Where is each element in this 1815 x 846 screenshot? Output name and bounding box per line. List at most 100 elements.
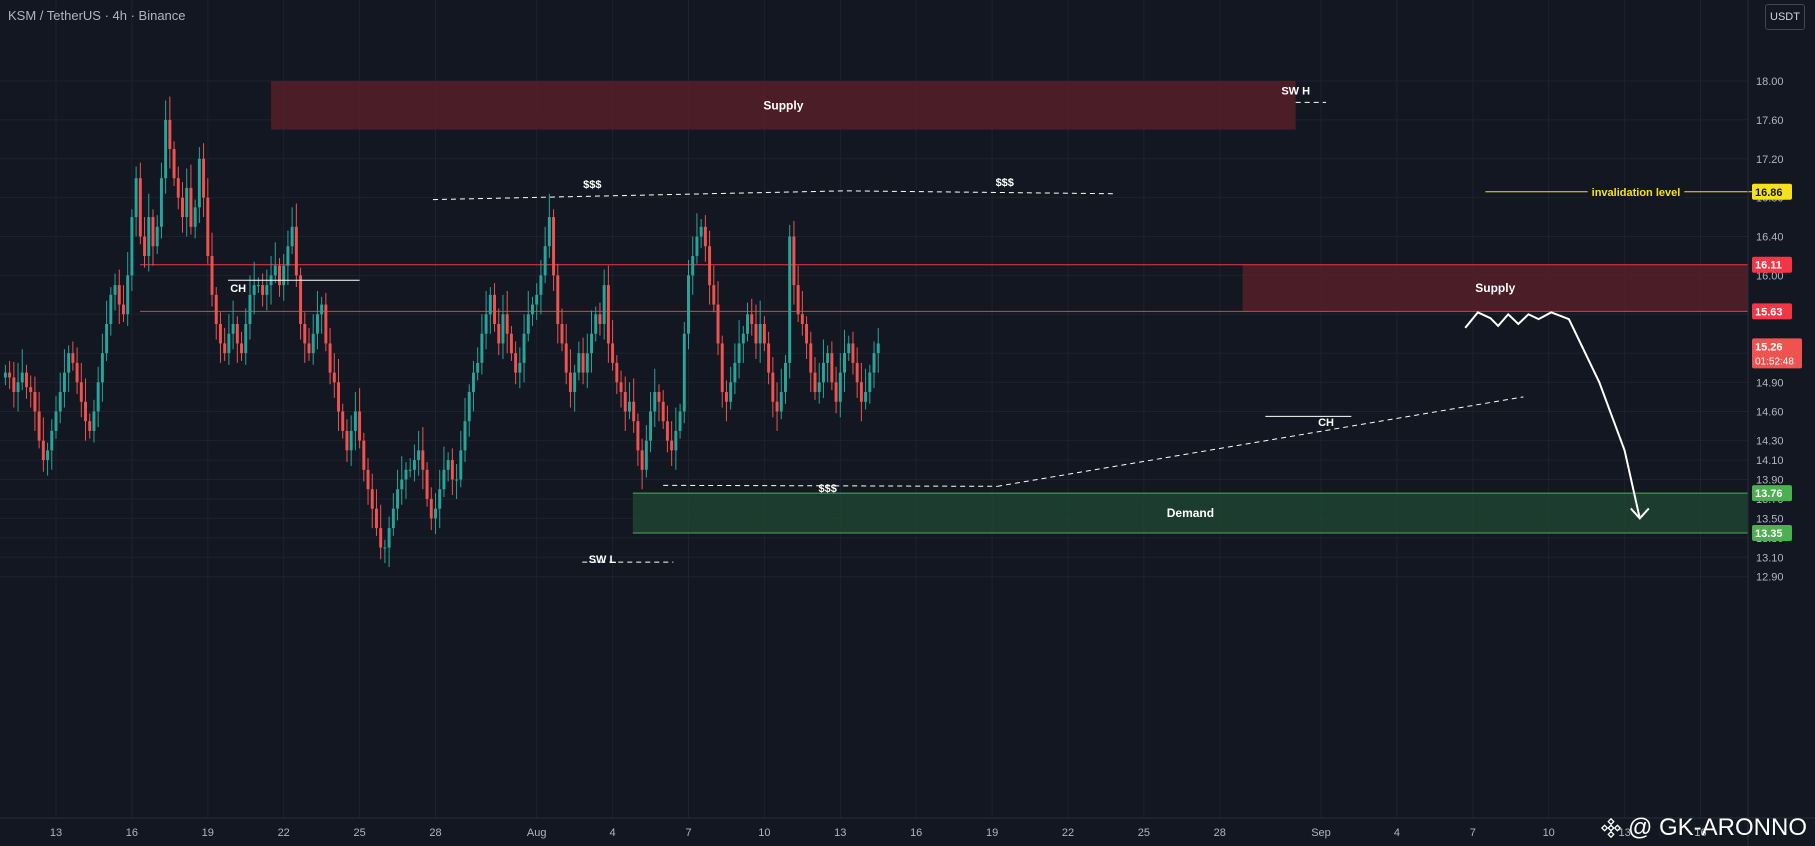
candle-body [96, 382, 100, 412]
candle-body [223, 343, 227, 354]
candle-body [644, 440, 648, 470]
price-tick-label: 14.90 [1756, 377, 1784, 389]
candle-body [455, 479, 459, 481]
candle-body [775, 401, 779, 412]
candle-body [143, 236, 147, 256]
candle-body [573, 372, 577, 393]
candle-body [311, 333, 315, 354]
candle-body [105, 324, 109, 354]
candle-body [328, 343, 332, 373]
candle-body [172, 149, 176, 179]
candle-body [121, 304, 125, 315]
candle-body [809, 343, 813, 373]
candle-body [54, 411, 58, 431]
candle-body [813, 372, 817, 393]
candle-body [779, 392, 783, 412]
candle-body [383, 547, 387, 549]
candle-body [737, 343, 741, 363]
candle-body [374, 508, 378, 529]
candle-body [252, 285, 256, 295]
candle-body [855, 362, 859, 383]
current-price-badge [1752, 338, 1802, 369]
time-tick-label: Aug [527, 827, 547, 839]
candle-body [716, 304, 720, 344]
candle-body [84, 401, 87, 422]
candle-body [522, 333, 526, 363]
candle-body [560, 324, 564, 344]
candle-body [278, 265, 281, 286]
time-tick-label: 16 [1694, 827, 1706, 839]
candle-body [480, 333, 484, 363]
symbol-info: KSM / TetherUS · 4h · Binance [8, 8, 186, 23]
candle-body [847, 343, 851, 354]
candle-body [286, 246, 290, 266]
candle-body [843, 353, 846, 373]
candle-body [623, 392, 627, 412]
liquidity-line-bottom [663, 484, 998, 487]
supply-zone-top [271, 81, 1296, 130]
candle-body [134, 178, 138, 218]
candle-body [509, 333, 513, 354]
price-tick-label: 16.40 [1756, 232, 1784, 244]
supply-zone-mid-label: Supply [1475, 281, 1515, 295]
candle-body [193, 207, 197, 227]
candle-body [33, 392, 37, 412]
level-13-76-badge-text: 13.76 [1755, 488, 1783, 500]
level-16-11-badge [1752, 256, 1792, 273]
candle-body [130, 217, 134, 276]
candle-body [796, 285, 800, 315]
time-tick-label: Sep [1311, 827, 1331, 839]
candle-body [345, 430, 349, 451]
candle-body [324, 304, 328, 344]
candle-body [387, 528, 391, 548]
candle-body [155, 226, 159, 247]
swing-low: SW L [589, 554, 617, 566]
candle-body [109, 294, 113, 324]
liquidity-line-top [432, 190, 1117, 201]
candle-body [695, 236, 699, 256]
currency-button[interactable]: USDT [1765, 4, 1805, 30]
candle-body [273, 265, 277, 276]
change-of-character-right: CH [1318, 417, 1334, 429]
candle-body [88, 421, 92, 431]
price-tick-label: 13.50 [1756, 513, 1784, 525]
candle-body [58, 392, 62, 412]
time-tick-label: 4 [1394, 827, 1400, 839]
time-tick-label: 13 [50, 827, 62, 839]
candle-body [79, 382, 83, 402]
candle-body [741, 333, 745, 344]
current-price-text: 15.26 [1755, 341, 1783, 353]
candle-body [442, 469, 446, 490]
candle-body [214, 294, 218, 324]
candle-body [425, 469, 429, 499]
time-tick-label: 13 [834, 827, 846, 839]
time-tick-label: 10 [758, 827, 770, 839]
candle-body [46, 450, 50, 461]
candle-body [800, 314, 804, 324]
candle-body [197, 158, 201, 208]
candle-body [556, 275, 560, 324]
candle-body [434, 508, 437, 519]
candle-body [189, 187, 193, 227]
candle-body [826, 353, 830, 363]
candle-body [396, 489, 400, 509]
candle-body [71, 353, 75, 363]
supply-zone-mid [1242, 264, 1748, 312]
time-tick-label: 7 [1470, 827, 1476, 839]
candle-body [210, 255, 214, 295]
time-tick-label: 22 [1062, 827, 1074, 839]
time-tick-label: 28 [1214, 827, 1226, 839]
candle-body [724, 392, 728, 402]
price-tick-label: 18.00 [1756, 76, 1784, 88]
candle-body [627, 401, 631, 412]
supply-zone-top-label: Supply [763, 98, 803, 112]
candle-body [92, 411, 96, 431]
candle-body [467, 392, 471, 422]
price-tick-label: 17.60 [1756, 115, 1784, 127]
candle-body [366, 469, 370, 490]
candle-body [463, 421, 467, 451]
candle-body [332, 372, 336, 383]
candle-body [320, 304, 324, 315]
candle-body [117, 285, 121, 305]
